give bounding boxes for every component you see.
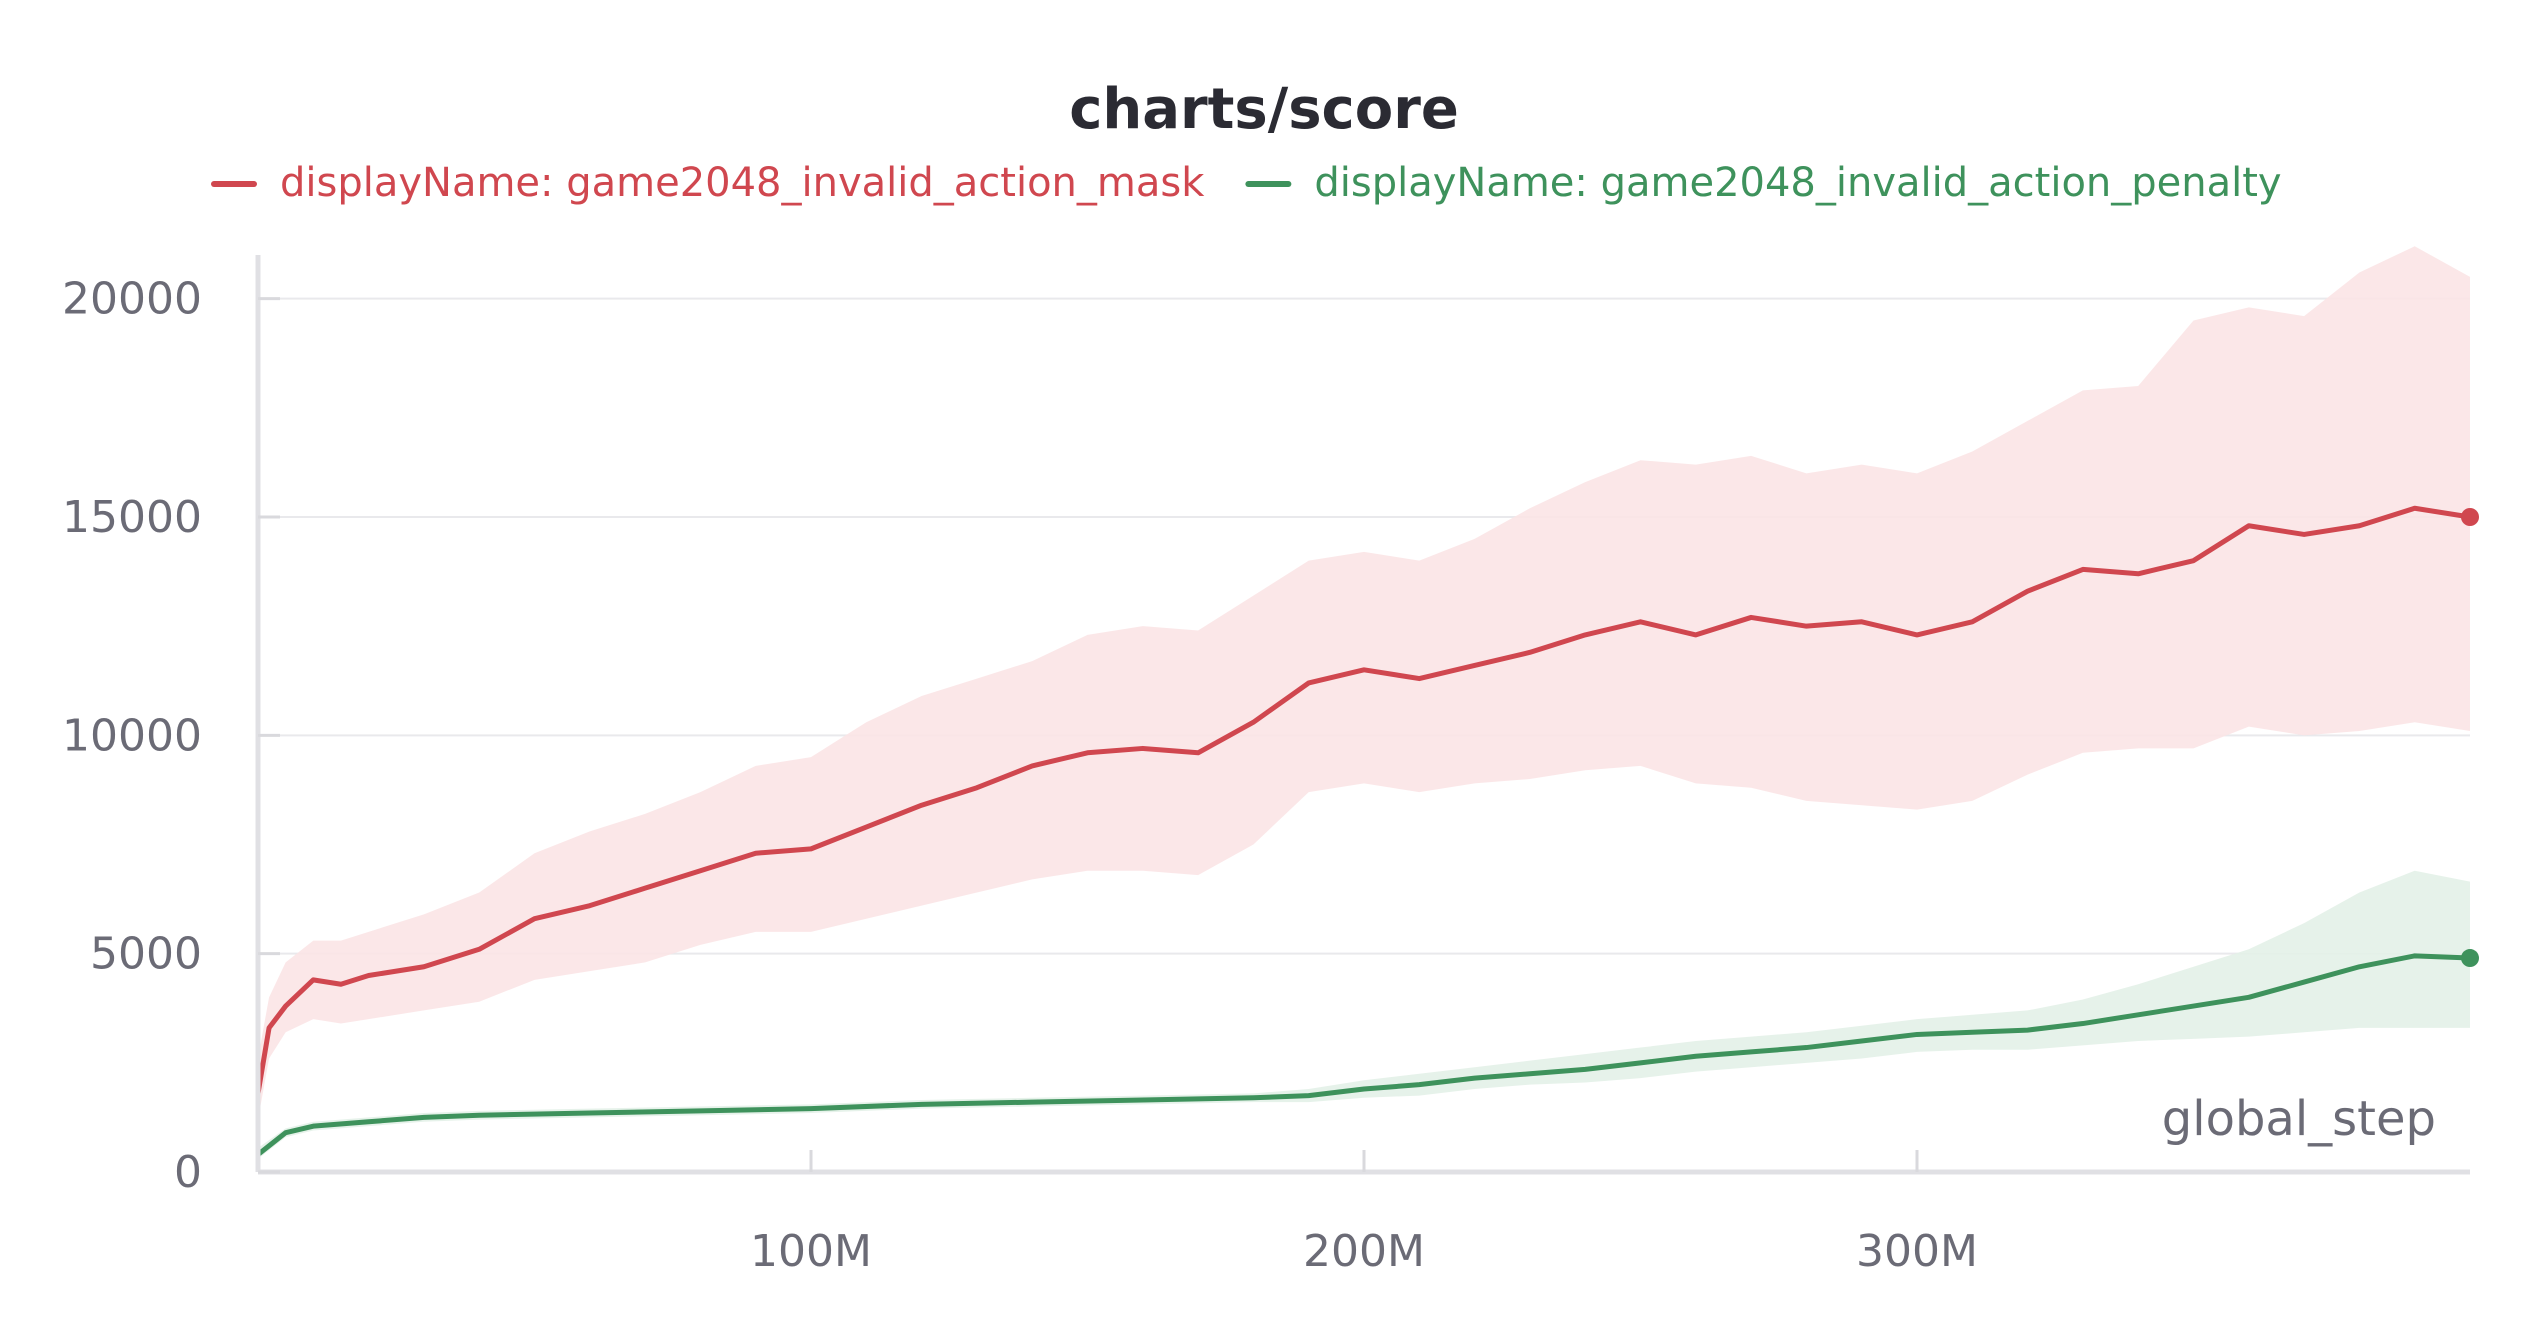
confidence-bands (258, 246, 2470, 1159)
y-tick-label: 5000 (90, 929, 202, 980)
legend-label-2: displayName: game2048_invalid_action_pen… (1314, 160, 2281, 206)
y-tick-label: 10000 (62, 710, 202, 761)
series-1-band (258, 246, 2470, 1120)
x-axis-title: global_step (2162, 1091, 2436, 1147)
series-1-end-point (2461, 508, 2479, 526)
legend: displayName: game2048_invalid_action_mas… (211, 160, 2282, 206)
legend-label-1: displayName: game2048_invalid_action_mas… (280, 160, 1205, 206)
series-2-end-point (2461, 949, 2479, 968)
x-tick-label: 100M (750, 1226, 872, 1277)
chart-title: charts/score (1069, 77, 1459, 142)
x-tick-label: 300M (1856, 1226, 1978, 1277)
series-2-band (258, 870, 2470, 1159)
y-tick-label: 20000 (62, 274, 202, 325)
y-axis-ticks: 0 5000 10000 15000 20000 (62, 274, 280, 1198)
series-1-line (255, 505, 2473, 1096)
x-tick-label: 200M (1303, 1226, 1425, 1277)
x-axis-ticks: 100M 200M 300M (750, 1150, 1978, 1277)
y-tick-label: 0 (174, 1147, 202, 1198)
y-tick-label: 15000 (62, 492, 202, 543)
series-2-line (255, 953, 2473, 1158)
series-lines (255, 505, 2479, 1158)
